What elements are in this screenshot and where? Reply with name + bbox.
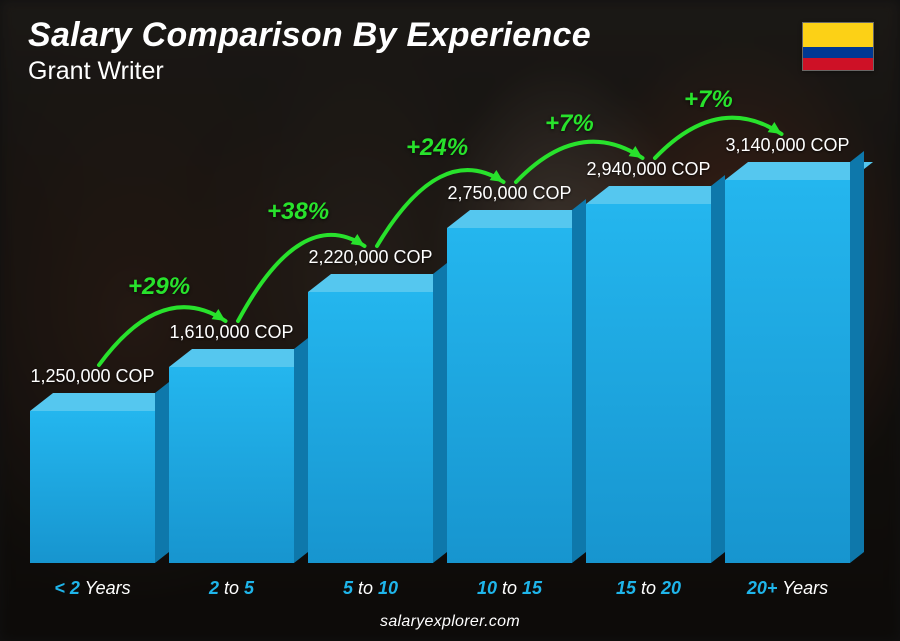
growth-percentage-label: +7%: [684, 86, 733, 114]
country-flag-colombia: [802, 22, 874, 71]
flag-stripe-yellow: [803, 23, 873, 47]
flag-stripe-blue: [803, 47, 873, 59]
bar-0: 1,250,000 COP: [30, 411, 155, 563]
x-axis-label: 5 to 10: [308, 578, 433, 599]
bar-body: [30, 411, 155, 563]
content-layer: Salary Comparison By Experience Grant Wr…: [0, 0, 900, 641]
bar-5: 3,140,000 COP: [725, 180, 850, 563]
bar-body: [725, 180, 850, 563]
flag-stripe-red: [803, 58, 873, 70]
x-axis-label: 15 to 20: [586, 578, 711, 599]
bar-body: [586, 204, 711, 563]
x-axis-label: 10 to 15: [447, 578, 572, 599]
footer-attribution: salaryexplorer.com: [0, 613, 900, 631]
page-title: Salary Comparison By Experience: [28, 16, 591, 55]
growth-percentage-label: +29%: [128, 273, 190, 301]
bar-front-face: [30, 411, 155, 563]
bar-side-face: [850, 151, 864, 563]
bar-side-face: [711, 175, 725, 563]
bar-side-face: [294, 338, 308, 563]
bar-side-face: [155, 382, 169, 563]
bar-side-face: [433, 263, 447, 563]
page-subtitle: Grant Writer: [28, 57, 591, 86]
header: Salary Comparison By Experience Grant Wr…: [28, 16, 591, 86]
bar-side-face: [572, 199, 586, 563]
growth-percentage-label: +24%: [406, 134, 468, 162]
x-axis: < 2 Years 2 to 5 5 to 10 10 to 15 15 to 20 20…: [30, 578, 850, 599]
bar-front-face: [725, 180, 850, 563]
x-axis-label: < 2 Years: [30, 578, 155, 599]
bar-front-face: [586, 204, 711, 563]
x-axis-label: 2 to 5: [169, 578, 294, 599]
growth-percentage-label: +7%: [545, 110, 594, 138]
x-axis-label: 20+ Years: [725, 578, 850, 599]
bar-4: 2,940,000 COP: [586, 204, 711, 563]
growth-percentage-label: +38%: [267, 198, 329, 226]
